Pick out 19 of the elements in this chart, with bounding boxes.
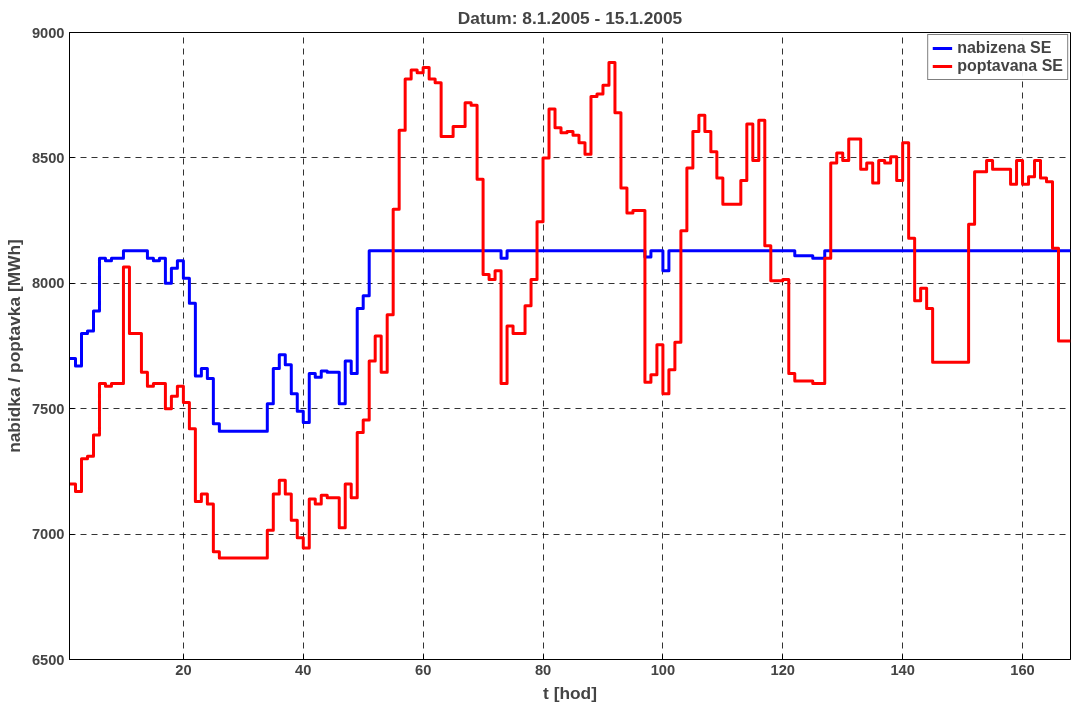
- chart-title: Datum: 8.1.2005 - 15.1.2005: [457, 7, 683, 28]
- y-tick-label: 9000: [31, 24, 65, 41]
- x-tick-label: 100: [650, 661, 676, 678]
- x-tick-label: 120: [770, 661, 796, 678]
- x-tick-label: 160: [1010, 661, 1035, 678]
- x-tick-label: 140: [890, 661, 915, 678]
- legend-label: poptavana SE: [957, 57, 1063, 75]
- legend-label: nabizena SE: [957, 39, 1052, 57]
- y-tick-label: 7500: [31, 400, 65, 417]
- x-axis-title: t [hod]: [543, 682, 597, 703]
- y-tick-label: 8500: [31, 149, 65, 166]
- y-axis-title: nabidka / poptavka [MWh]: [3, 239, 24, 453]
- y-tick-label: 6500: [31, 651, 65, 668]
- y-tick-label: 7000: [31, 526, 65, 543]
- x-tick-label: 20: [175, 661, 192, 678]
- y-tick-label: 8000: [31, 275, 65, 292]
- x-tick-label: 60: [415, 661, 432, 678]
- x-tick-label: 80: [534, 661, 552, 678]
- x-tick-label: 40: [295, 661, 312, 678]
